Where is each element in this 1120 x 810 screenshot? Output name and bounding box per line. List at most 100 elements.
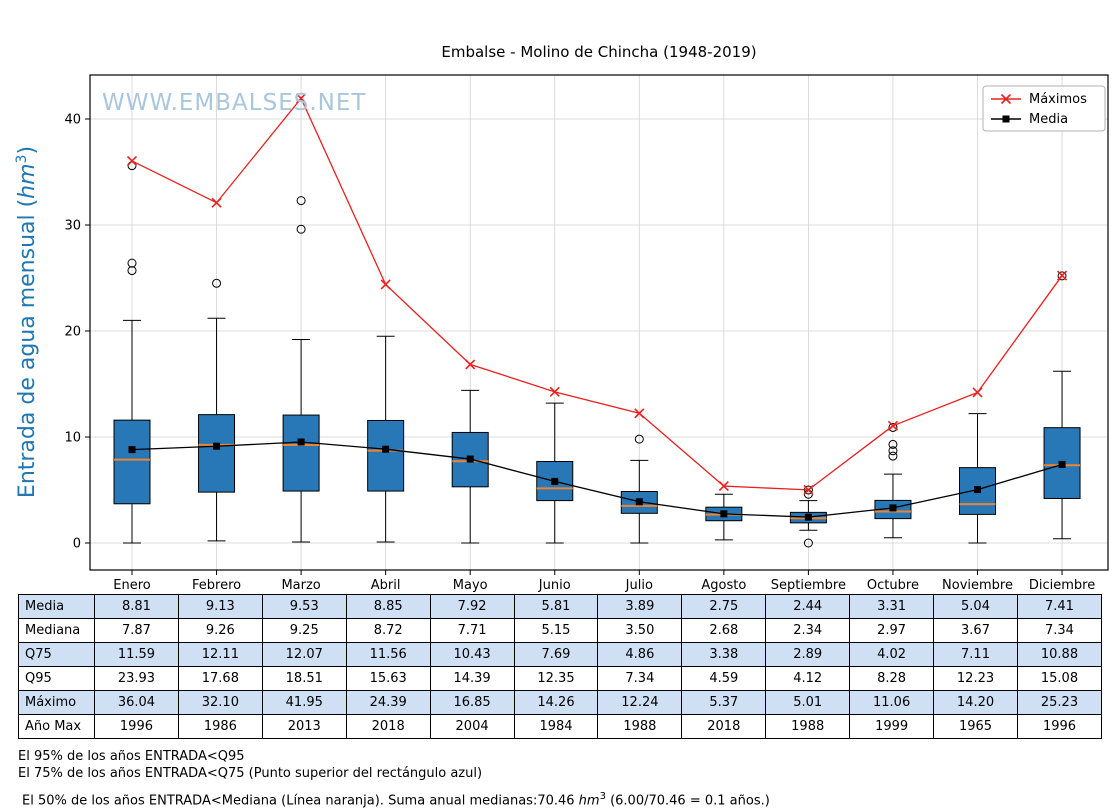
table-cell: 7.41 [1016,594,1103,619]
table-row: Media 8.81 9.13 9.53 8.85 7.92 5.81 3.89 2.75 2.4… [18,594,1103,619]
table-cell: 1986 [177,714,263,739]
table-cell: 8.72 [345,618,431,643]
table-cell: 14.39 [429,666,515,691]
y-axis-label-sup: 3 [14,155,30,164]
svg-text:Agosto: Agosto [701,578,746,592]
table-cell: 7.92 [429,594,515,619]
box-Noviembre [959,413,996,544]
table-cell: 2.75 [681,594,767,619]
box-Enero [113,161,151,544]
table-cell: 7.34 [1016,618,1103,643]
footnote-mediana-text: El 50% de los años ENTRADA<Mediana (Líne… [22,793,579,809]
table-cell: 9.25 [261,618,347,643]
table-cell: 1988 [765,714,851,739]
table-cell: 2018 [345,714,431,739]
table-cell: 10.88 [1016,642,1103,667]
footnote-mediana-unit: hm [578,793,600,809]
table-cell: 23.93 [94,666,179,691]
svg-text:30: 30 [64,219,81,234]
table-row: Año Max 1996 1986 2013 2018 2004 1984 1988 2018 1… [18,714,1103,739]
svg-text:Noviembre: Noviembre [942,578,1013,592]
x-axis-labels: Enero Febrero Marzo Abril Mayo Junio Julio Agos… [113,570,1095,592]
table-cell: 5.15 [513,618,599,643]
table-cell: 1984 [513,714,599,739]
table-cell: 2.34 [765,618,851,643]
table-cell: 14.20 [933,690,1018,715]
table-cell: 2018 [681,714,767,739]
svg-text:Marzo: Marzo [281,578,320,592]
table-cell: 7.69 [513,642,599,667]
axes-layer: 0 10 20 30 40 Enero Febrero Marzo Abril Mayo Junio… [64,74,1109,592]
table-cell: 4.02 [849,642,935,667]
table-cell: 7.11 [933,642,1018,667]
plot-area: 0 10 20 30 40 Enero Febrero Marzo Abril Mayo Junio… [64,74,1109,592]
figure: Embalse - Molino de Chincha (1948-2019) … [14,43,1109,808]
table-cell: 11.56 [345,642,431,667]
svg-text:Abril: Abril [371,578,401,592]
table-cell: 9.26 [177,618,263,643]
legend-label-media: Media [1029,112,1068,127]
table-cell: 2.68 [681,618,767,643]
table-cell: 1965 [933,714,1018,739]
table-row: Mediana 7.87 9.26 9.25 8.72 7.71 5.15 3.50 2.68 2… [18,618,1103,643]
table-row: Q75 11.59 12.11 12.07 11.56 10.43 7.69 4.86 3.38… [18,642,1103,667]
table-cell: 8.85 [345,594,431,619]
table-row: Q95 23.93 17.68 18.51 15.63 14.39 12.35 7.34 4.5… [18,666,1103,691]
table-cell: 7.71 [429,618,515,643]
table-cell: 8.81 [94,594,179,619]
table-cell: 5.04 [933,594,1018,619]
table-cell: 4.59 [681,666,767,691]
table-cell: 2004 [429,714,515,739]
svg-text:Septiembre: Septiembre [771,578,846,592]
legend: Máximos Media [982,85,1106,132]
svg-text:20: 20 [64,325,81,340]
table-cell: 4.12 [765,666,851,691]
table-cell: 16.85 [429,690,515,715]
footnote-mediana: El 50% de los años ENTRADA<Mediana (Líne… [18,788,770,809]
legend-label-maximos: Máximos [1029,92,1087,107]
table-cell: 17.68 [177,666,263,691]
svg-text:0: 0 [73,537,81,552]
table-cell: 9.13 [177,594,263,619]
svg-text:Mayo: Mayo [453,578,488,592]
table-cell: 3.50 [597,618,683,643]
table-cell: 3.89 [597,594,683,619]
table-cell: 10.43 [429,642,515,667]
table-cell: 11.59 [94,642,179,667]
svg-text:40: 40 [64,113,81,128]
table-cell: 2.89 [765,642,851,667]
table-cell: 32.10 [177,690,263,715]
boxes-layer [113,161,1081,548]
box-Febrero [198,278,236,542]
footnote-mediana-close: (6.00/70.46 = 0.1 años.) [605,793,770,809]
table-cell: 4.86 [597,642,683,667]
table-cell: 12.07 [261,642,347,667]
table-cell: 1988 [597,714,683,739]
table-cell: 1996 [94,714,179,739]
stats-table-body: Media 8.81 9.13 9.53 8.85 7.92 5.81 3.89 2.75 2.4… [18,594,1103,739]
box-Marzo [282,196,320,543]
row-label: Máximo [18,690,95,715]
table-cell: 1999 [849,714,935,739]
table-cell: 5.01 [765,690,851,715]
table-cell: 2.44 [765,594,851,619]
footnote-q95: El 95% de los años ENTRADA<Q95 [18,749,245,764]
table-cell: 1996 [1016,714,1103,739]
chart-title: Embalse - Molino de Chincha (1948-2019) [441,43,756,61]
table-cell: 12.11 [177,642,263,667]
svg-text:Octubre: Octubre [867,578,919,592]
svg-text:Junio: Junio [538,578,571,592]
table-cell: 15.63 [345,666,431,691]
y-axis-label-unit: hm [15,163,40,198]
row-label: Año Max [18,714,95,739]
square-marker-icon [1002,115,1010,123]
boxplot-chart: Embalse - Molino de Chincha (1948-2019) … [14,43,1109,592]
row-label: Q95 [18,666,95,691]
svg-text:Enero: Enero [113,578,151,592]
table-cell: 8.28 [849,666,935,691]
svg-text:Febrero: Febrero [192,578,241,592]
y-axis-label: Entrada de agua mensual (hm3) [14,146,40,498]
box-Abril [367,335,405,543]
table-cell: 15.08 [1016,666,1103,691]
table-cell: 24.39 [345,690,431,715]
